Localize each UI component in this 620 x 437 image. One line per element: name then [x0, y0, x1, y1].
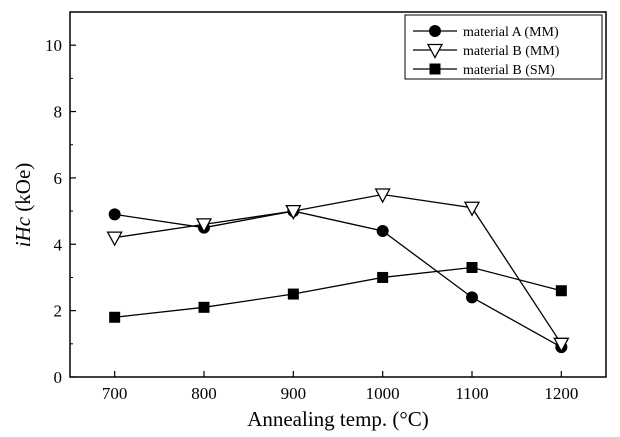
y-axis-title-unit: (kOe) [11, 163, 35, 217]
series-1-point [108, 208, 121, 221]
x-tick-label: 700 [102, 384, 128, 403]
series-2-line [114, 193, 562, 345]
legend-marker-1 [429, 25, 441, 37]
series-1-line [114, 210, 562, 348]
series-2-point [463, 201, 481, 217]
legend-label-3: material B (SM) [463, 63, 555, 78]
series-2 [106, 188, 570, 353]
x-tick-label: 1200 [544, 384, 578, 403]
series-2-point [106, 231, 123, 247]
y-tick-label: 8 [54, 103, 63, 122]
x-axis-title: Annealing temp. (°C) [247, 407, 429, 431]
x-tick-label: 1000 [366, 384, 400, 403]
series-3-point [109, 311, 121, 323]
series-2-point [285, 204, 302, 220]
y-tick-label: 0 [54, 368, 63, 387]
series-3-line [114, 266, 562, 318]
y-tick-label: 4 [54, 235, 63, 254]
series-3-point [377, 271, 389, 283]
series-3-point [466, 262, 478, 273]
x-tick-label: 900 [281, 384, 307, 403]
legend-marker-2 [426, 43, 444, 59]
series-2-point [553, 337, 570, 353]
legend-marker-3 [429, 63, 441, 75]
series-1 [108, 205, 568, 354]
series-layer [106, 188, 570, 354]
series-2-point [374, 188, 391, 204]
series-3-point [287, 288, 299, 300]
series-3-point [555, 285, 567, 297]
x-ticks: 700 800 900 1000 1100 1200 [102, 371, 578, 403]
y-ticks: 0 2 4 6 8 10 [45, 36, 76, 387]
y-tick-label: 6 [54, 169, 63, 188]
x-tick-label: 1100 [455, 384, 488, 403]
legend-label-2: material B (MM) [463, 44, 560, 59]
x-tick-label: 800 [191, 384, 217, 403]
series-3 [109, 262, 567, 323]
legend-label-1: material A (MM) [463, 25, 559, 40]
series-1-point [466, 291, 478, 304]
series-3-point [198, 301, 210, 313]
plot-frame [69, 11, 607, 378]
y-axis-title-symbol: iHc [11, 216, 35, 247]
legend: material A (MM) material B (MM) material B… [404, 14, 603, 80]
svg-text:iHc (kOe): iHc (kOe) [11, 163, 35, 248]
y-axis-title: iHc (kOe) [11, 163, 35, 248]
y-tick-label: 2 [54, 302, 63, 321]
series-2-point [195, 218, 213, 234]
y-tick-label: 10 [45, 36, 62, 55]
series-1-point [376, 225, 389, 237]
